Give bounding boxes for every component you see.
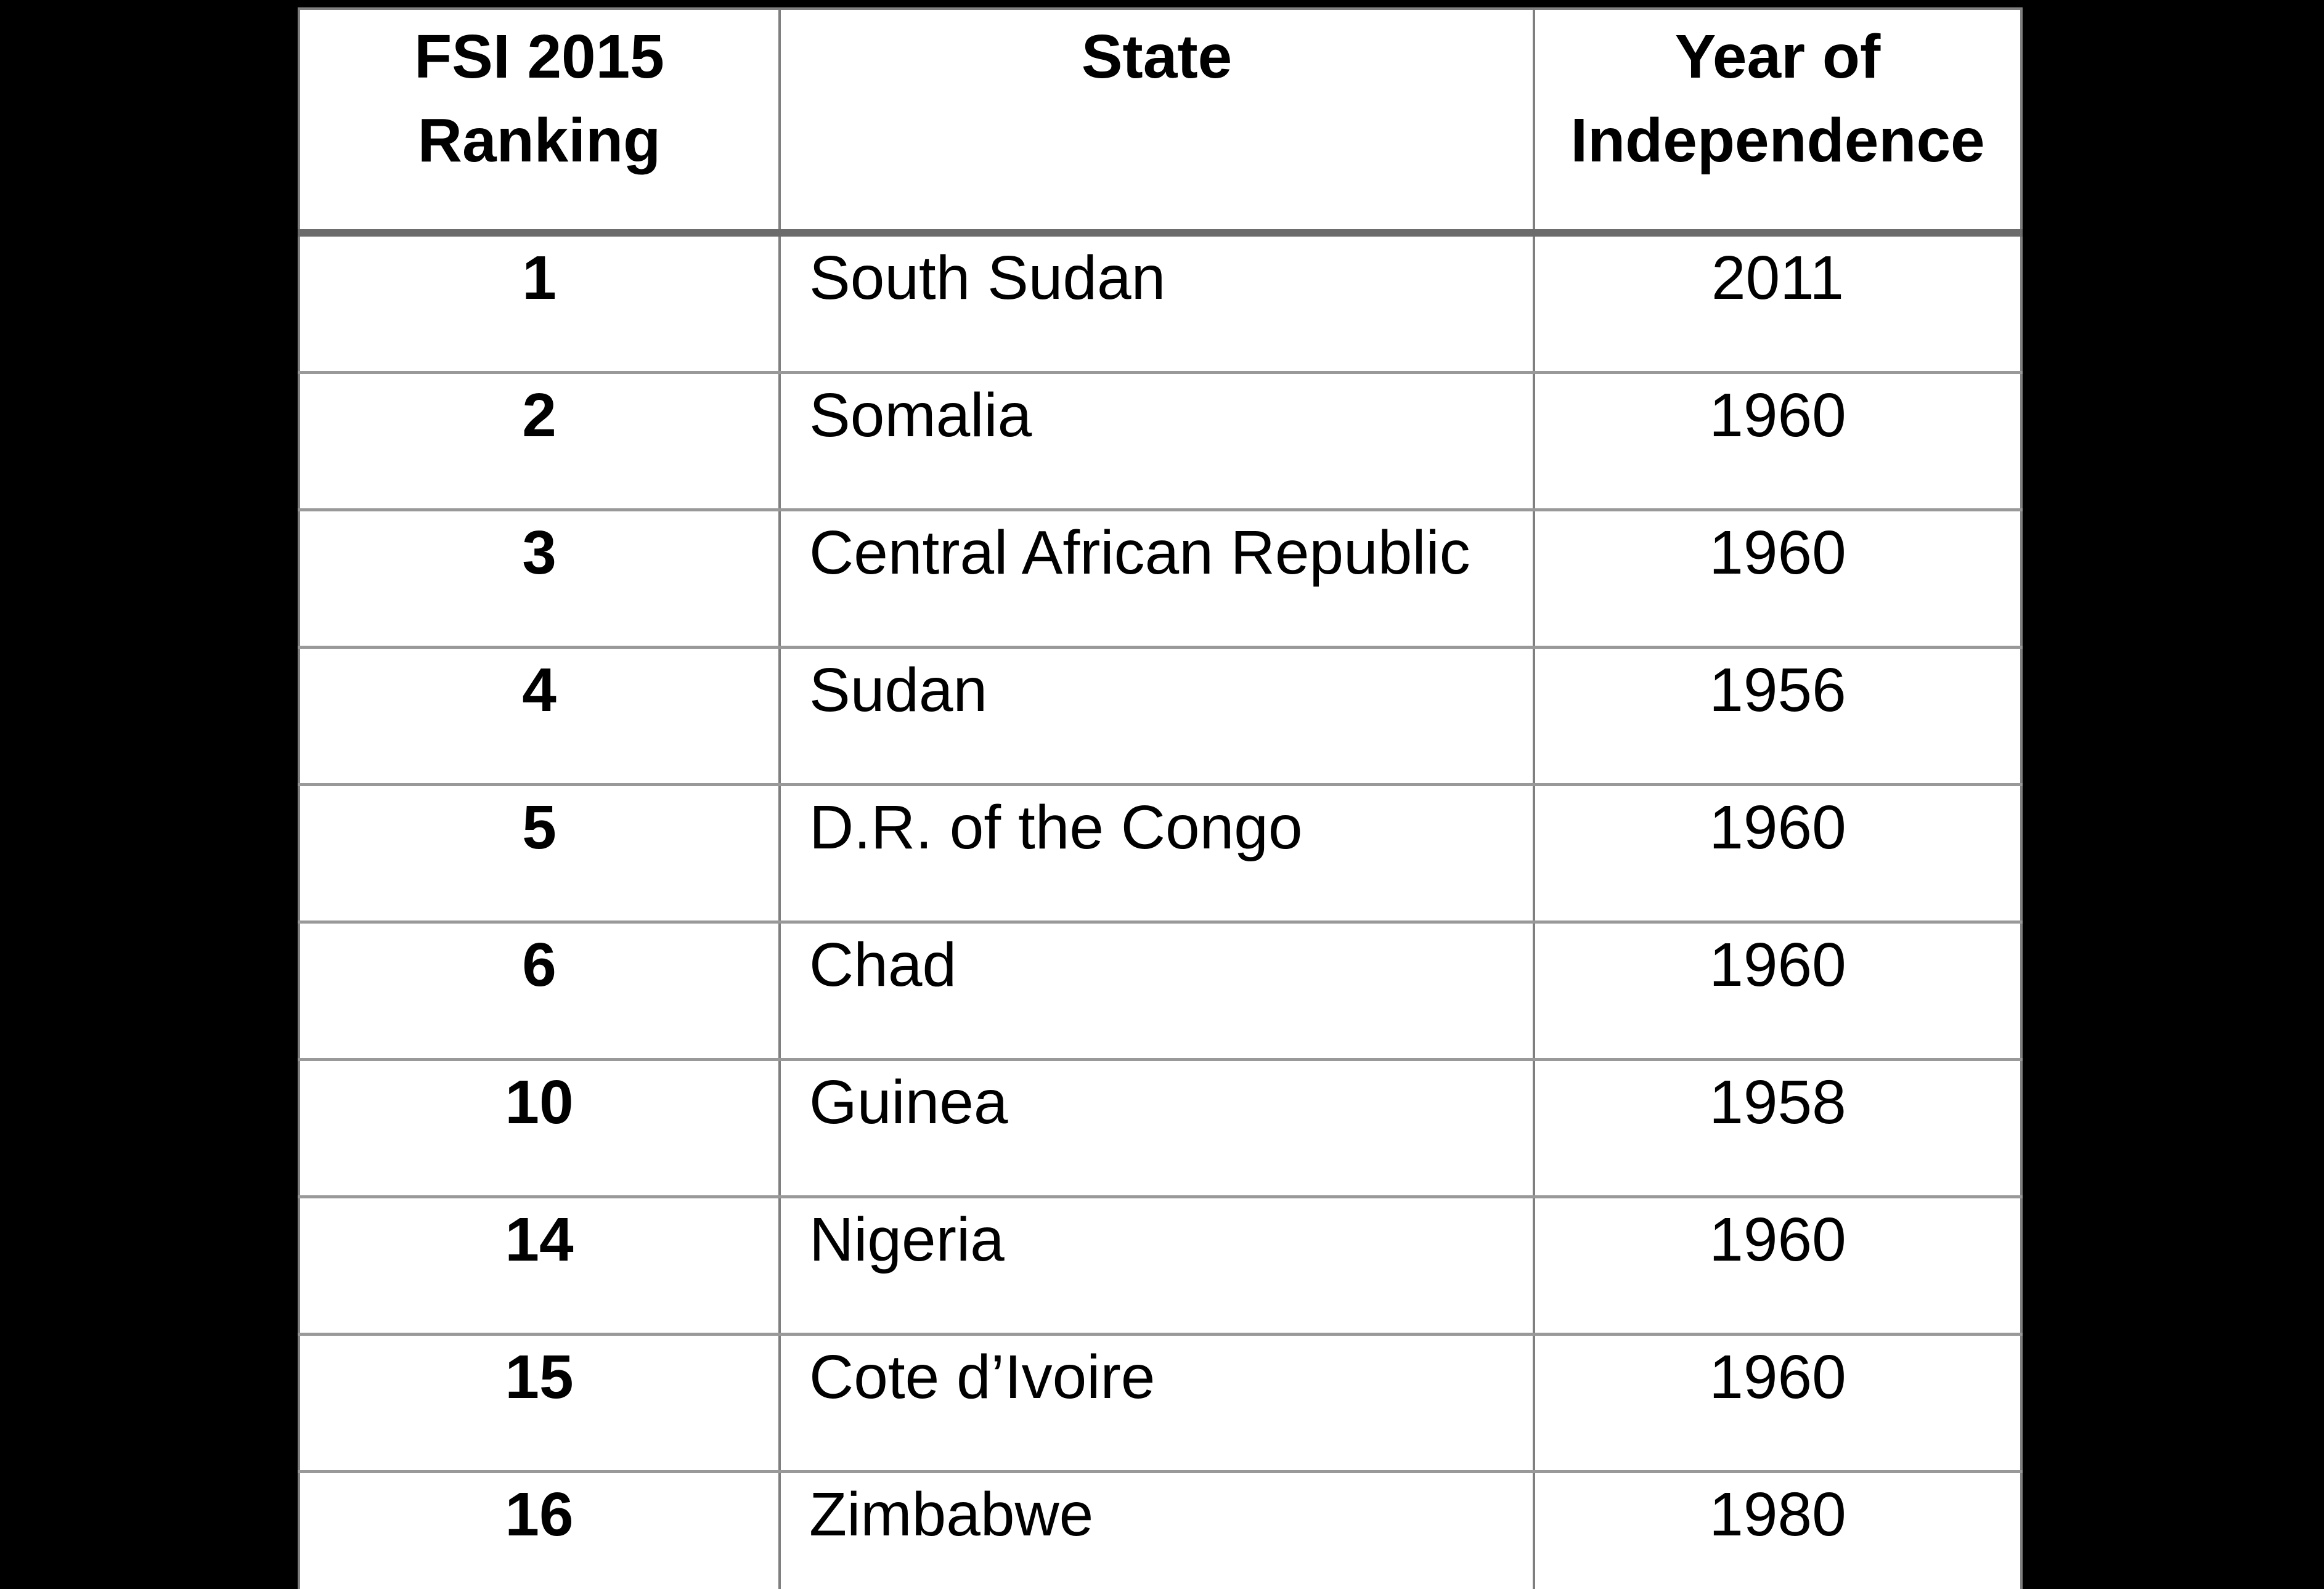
- year-cell: 2011: [1533, 231, 2021, 373]
- rank-cell: 10: [299, 1058, 780, 1197]
- table-row: 1 South Sudan 2011: [299, 231, 2021, 373]
- rank-cell: 15: [299, 1333, 780, 1472]
- table-row: 2 Somalia 1960: [299, 371, 2021, 510]
- independence-table: FSI 2015 Ranking State Year of Independe…: [298, 7, 2023, 1589]
- table-row: 16 Zimbabwe 1980: [299, 1470, 2021, 1589]
- rank-cell: 2: [299, 371, 780, 510]
- rank-cell: 14: [299, 1195, 780, 1335]
- year-cell: 1956: [1533, 646, 2021, 785]
- year-cell: 1960: [1533, 371, 2021, 510]
- table-row: 15 Cote d’Ivoire 1960: [299, 1333, 2021, 1472]
- state-cell: Cote d’Ivoire: [778, 1333, 1534, 1472]
- header-cell-year: Year of Independence: [1533, 9, 2021, 237]
- rank-cell: 5: [299, 783, 780, 922]
- state-cell: Somalia: [778, 371, 1534, 510]
- state-cell: South Sudan: [778, 231, 1534, 373]
- rank-cell: 3: [299, 508, 780, 648]
- rank-cell: 1: [299, 231, 780, 373]
- state-cell: Nigeria: [778, 1195, 1534, 1335]
- year-cell: 1960: [1533, 1333, 2021, 1472]
- year-cell: 1960: [1533, 783, 2021, 922]
- header-cell-ranking: FSI 2015 Ranking: [299, 9, 780, 237]
- year-cell: 1960: [1533, 508, 2021, 648]
- state-cell: Zimbabwe: [778, 1470, 1534, 1589]
- state-cell: Sudan: [778, 646, 1534, 785]
- table-row: 5 D.R. of the Congo 1960: [299, 783, 2021, 922]
- header-cell-state: State: [778, 9, 1534, 237]
- state-cell: D.R. of the Congo: [778, 783, 1534, 922]
- year-cell: 1958: [1533, 1058, 2021, 1197]
- rank-cell: 16: [299, 1470, 780, 1589]
- year-cell: 1960: [1533, 920, 2021, 1060]
- year-cell: 1980: [1533, 1470, 2021, 1589]
- table-row: 14 Nigeria 1960: [299, 1195, 2021, 1335]
- rank-cell: 6: [299, 920, 780, 1060]
- header-row: FSI 2015 Ranking State Year of Independe…: [299, 9, 2021, 237]
- state-cell: Chad: [778, 920, 1534, 1060]
- table-row: 3 Central African Republic 1960: [299, 508, 2021, 648]
- state-cell: Central African Republic: [778, 508, 1534, 648]
- rank-cell: 4: [299, 646, 780, 785]
- table-row: 6 Chad 1960: [299, 920, 2021, 1060]
- year-cell: 1960: [1533, 1195, 2021, 1335]
- table-row: 10 Guinea 1958: [299, 1058, 2021, 1197]
- table-row: 4 Sudan 1956: [299, 646, 2021, 785]
- state-cell: Guinea: [778, 1058, 1534, 1197]
